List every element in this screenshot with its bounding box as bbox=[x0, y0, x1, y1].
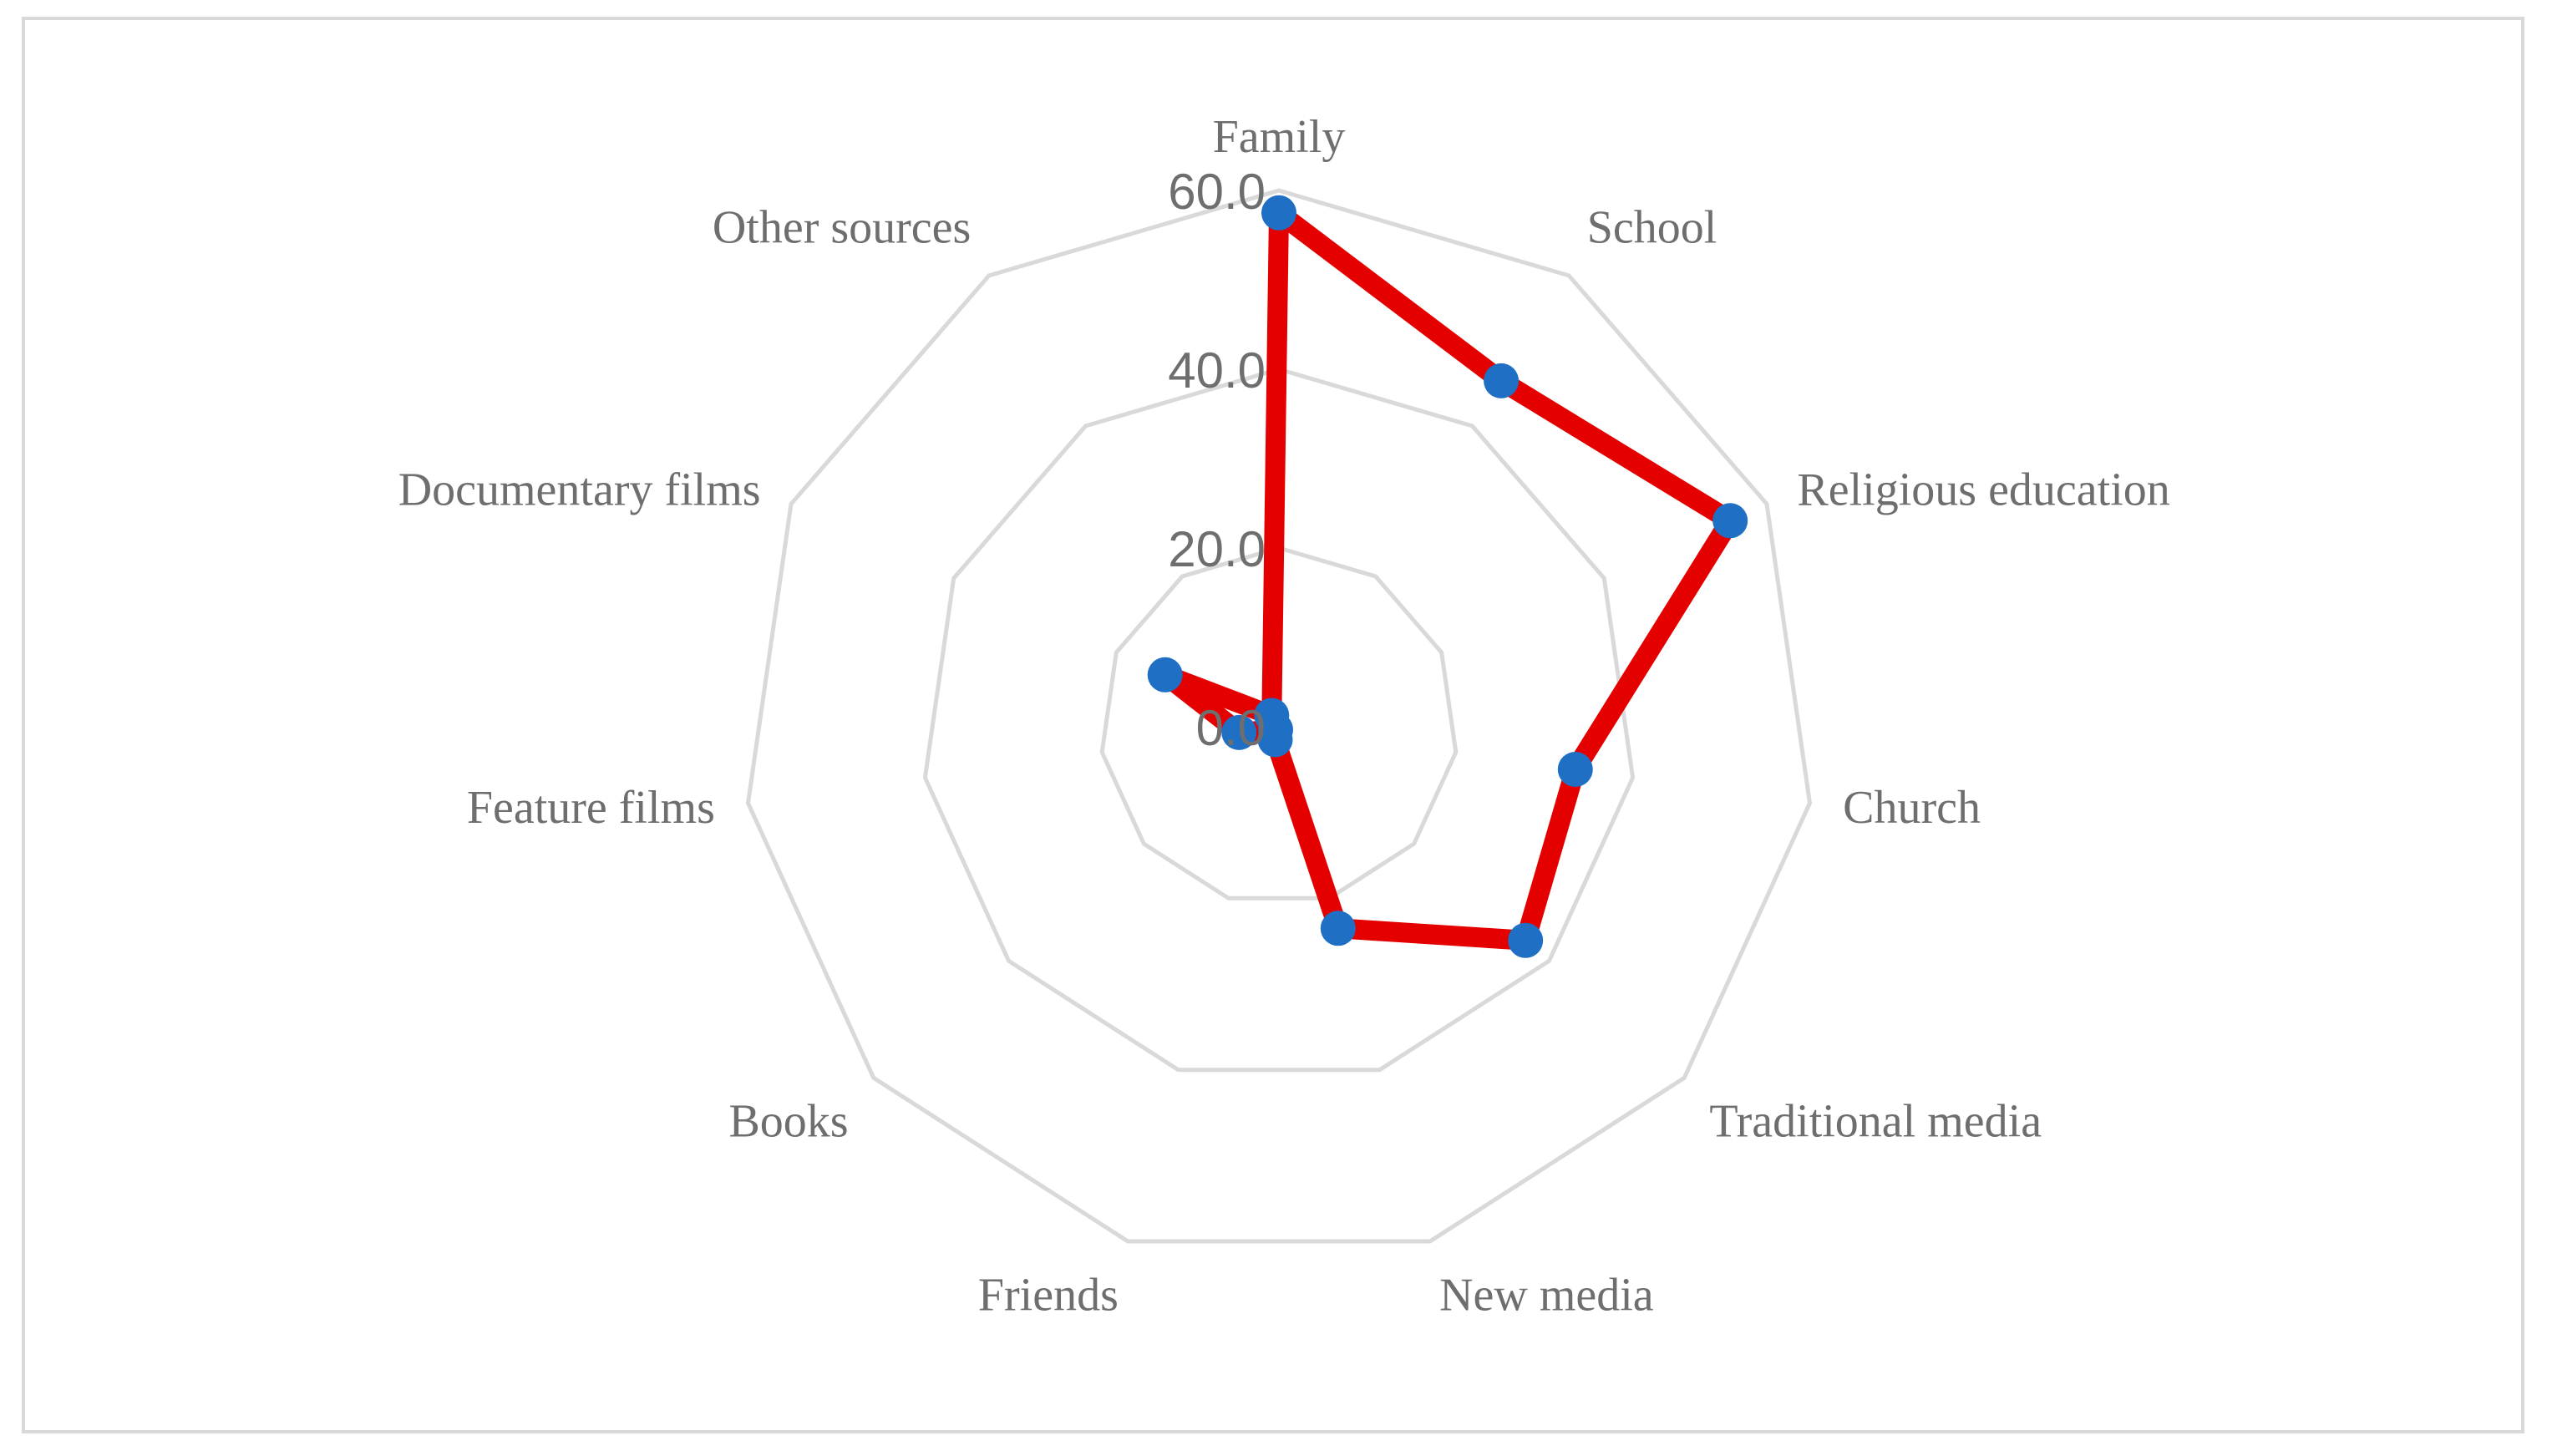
category-label: Documentary films bbox=[398, 464, 761, 516]
tick-label: 40.0 bbox=[1168, 342, 1266, 398]
category-label: New media bbox=[1439, 1269, 1654, 1321]
data-point bbox=[1254, 698, 1290, 733]
data-point bbox=[1147, 657, 1183, 692]
category-label: Church bbox=[1843, 782, 1981, 834]
data-point bbox=[1221, 714, 1257, 750]
radial-tick-labels: 0.0 20.0 40.0 60.0 bbox=[1168, 164, 1266, 756]
data-point bbox=[1320, 911, 1356, 946]
data-point bbox=[1261, 195, 1296, 231]
tick-label: 20.0 bbox=[1168, 521, 1266, 577]
data-point bbox=[1557, 752, 1593, 787]
category-label: Family bbox=[1213, 111, 1346, 163]
grid-ring bbox=[1099, 545, 1459, 900]
grid-ring bbox=[745, 188, 1813, 1244]
category-label: Other sources bbox=[713, 201, 971, 253]
category-label: Religious education bbox=[1797, 464, 2169, 516]
radar-series bbox=[1147, 195, 1748, 958]
category-label: Books bbox=[728, 1096, 848, 1148]
radar-grid bbox=[745, 188, 1813, 1244]
data-point bbox=[1712, 503, 1748, 539]
series-line bbox=[1154, 202, 1741, 951]
tick-label: 0.0 bbox=[1196, 700, 1266, 756]
category-label: Friends bbox=[978, 1269, 1119, 1321]
category-label: Feature films bbox=[467, 782, 715, 834]
grid-ring bbox=[922, 367, 1636, 1073]
category-label: School bbox=[1587, 201, 1717, 253]
category-labels: Family School Religious education Church Tra… bbox=[398, 111, 2170, 1321]
data-point bbox=[1508, 922, 1544, 958]
tick-label: 60.0 bbox=[1168, 164, 1266, 220]
data-point bbox=[1484, 363, 1520, 398]
category-label: Traditional media bbox=[1709, 1096, 2042, 1148]
